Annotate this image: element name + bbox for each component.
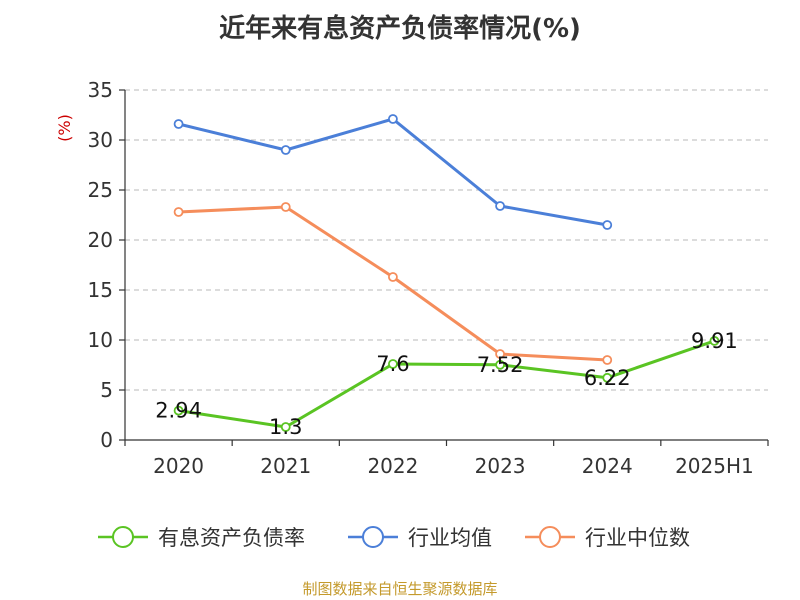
legend-item: 行业中位数	[525, 526, 690, 550]
data-point	[173, 405, 184, 416]
legend-label: 行业均值	[408, 526, 492, 550]
y-axis-label: (%)	[55, 114, 74, 142]
y-tick-label: 20	[88, 228, 113, 252]
y-tick-label: 15	[88, 278, 113, 302]
data-point	[709, 335, 720, 346]
data-label: 2.94	[155, 399, 202, 423]
legend-label: 行业中位数	[585, 526, 690, 550]
data-point	[495, 349, 505, 359]
x-tick-label: 2020	[153, 454, 204, 478]
data-label: 1.3	[269, 415, 302, 439]
source-note: 制图数据来自恒生聚源数据库	[302, 580, 498, 598]
data-point	[280, 422, 291, 432]
x-tick-label: 2022	[367, 454, 418, 478]
x-tick-label: 2025H1	[675, 454, 754, 478]
data-point	[388, 272, 398, 282]
y-tick-label: 30	[88, 128, 113, 152]
legend-item: 有息资产负债率	[98, 526, 305, 550]
data-point	[388, 359, 398, 369]
legend: 有息资产负债率 行业均值 行业中位数	[98, 526, 690, 550]
data-point	[495, 359, 505, 370]
legend-marker	[362, 526, 384, 548]
data-point	[280, 202, 291, 212]
series-line-0	[178, 339, 715, 429]
y-tick-label: 0	[100, 428, 113, 452]
data-point	[173, 207, 184, 217]
data-label: 9.91	[691, 329, 738, 353]
chart-title: 近年来有息资产负债率情况(%)	[219, 14, 581, 44]
data-point	[173, 119, 184, 129]
legend-marker	[112, 526, 134, 548]
series-lines	[173, 114, 720, 432]
y-tick-label: 25	[88, 178, 113, 202]
data-point	[602, 220, 613, 230]
data-label: 7.6	[376, 352, 409, 376]
data-point	[280, 145, 291, 155]
x-tick-label: 2023	[475, 454, 526, 478]
data-point	[388, 114, 398, 124]
x-tick-label: 2024	[582, 454, 633, 478]
data-point	[602, 372, 613, 383]
x-tick-label: 2021	[260, 454, 311, 478]
data-label: 6.22	[584, 366, 631, 390]
data-point	[495, 201, 505, 211]
y-tick-label: 10	[88, 328, 113, 352]
data-point	[602, 355, 613, 365]
grid-lines	[125, 89, 768, 391]
data-label: 7.52	[477, 353, 524, 377]
legend-marker	[539, 526, 561, 548]
data-labels: 2.94 1.3 7.6 7.52 6.22 9.91	[155, 329, 738, 439]
y-tick-label: 5	[100, 378, 113, 402]
series-line-2	[178, 205, 608, 362]
axes: 0 5 10 15 20 25 30 35 2020 2021 2022 2023 2024 2025H1	[88, 78, 769, 478]
legend-item: 行业均值	[348, 526, 492, 550]
legend-label: 有息资产负债率	[158, 526, 305, 550]
y-tick-label: 35	[88, 78, 113, 102]
